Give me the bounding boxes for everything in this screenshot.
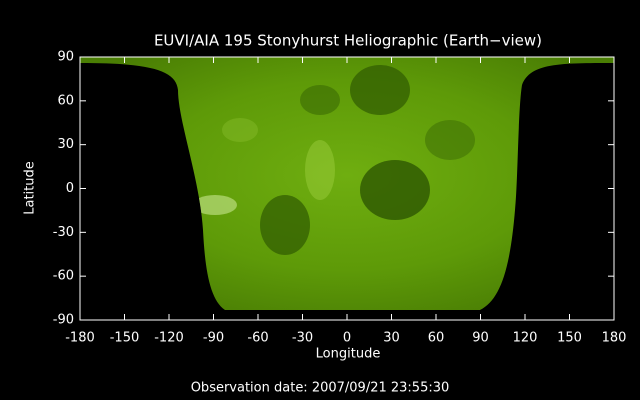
- x-tick-label: 90: [472, 331, 489, 346]
- x-tick-label: 0: [343, 331, 351, 346]
- footer: Observation date: 2007/09/21 23:55:30: [191, 381, 450, 396]
- y-tick-label: -60: [53, 269, 74, 284]
- y-tick-label: -30: [53, 225, 74, 240]
- y-tick-label: 30: [57, 137, 74, 152]
- y-tick-label: 0: [66, 181, 74, 196]
- x-tick-label: 60: [428, 331, 445, 346]
- y-tick-label: -90: [53, 313, 74, 328]
- sun-map: [80, 57, 614, 310]
- x-tick-label: -150: [110, 331, 140, 346]
- x-tick-label: -180: [65, 331, 95, 346]
- y-tick-label: 60: [57, 93, 74, 108]
- x-tick-label: 150: [557, 331, 582, 346]
- x-tick-label: -60: [247, 331, 268, 346]
- y-axis-label: Latitude: [23, 161, 38, 215]
- chart-title: EUVI/AIA 195 Stonyhurst Heliographic (Ea…: [154, 32, 542, 50]
- x-tick-label: -30: [292, 331, 313, 346]
- y-tick-label: 90: [57, 50, 74, 65]
- x-tick-label: -120: [154, 331, 184, 346]
- x-tick-label: 30: [383, 331, 400, 346]
- x-tick-label: 120: [513, 331, 538, 346]
- x-tick-label: 180: [602, 331, 627, 346]
- x-tick-label: -90: [203, 331, 224, 346]
- x-axis-label: Longitude: [316, 347, 381, 362]
